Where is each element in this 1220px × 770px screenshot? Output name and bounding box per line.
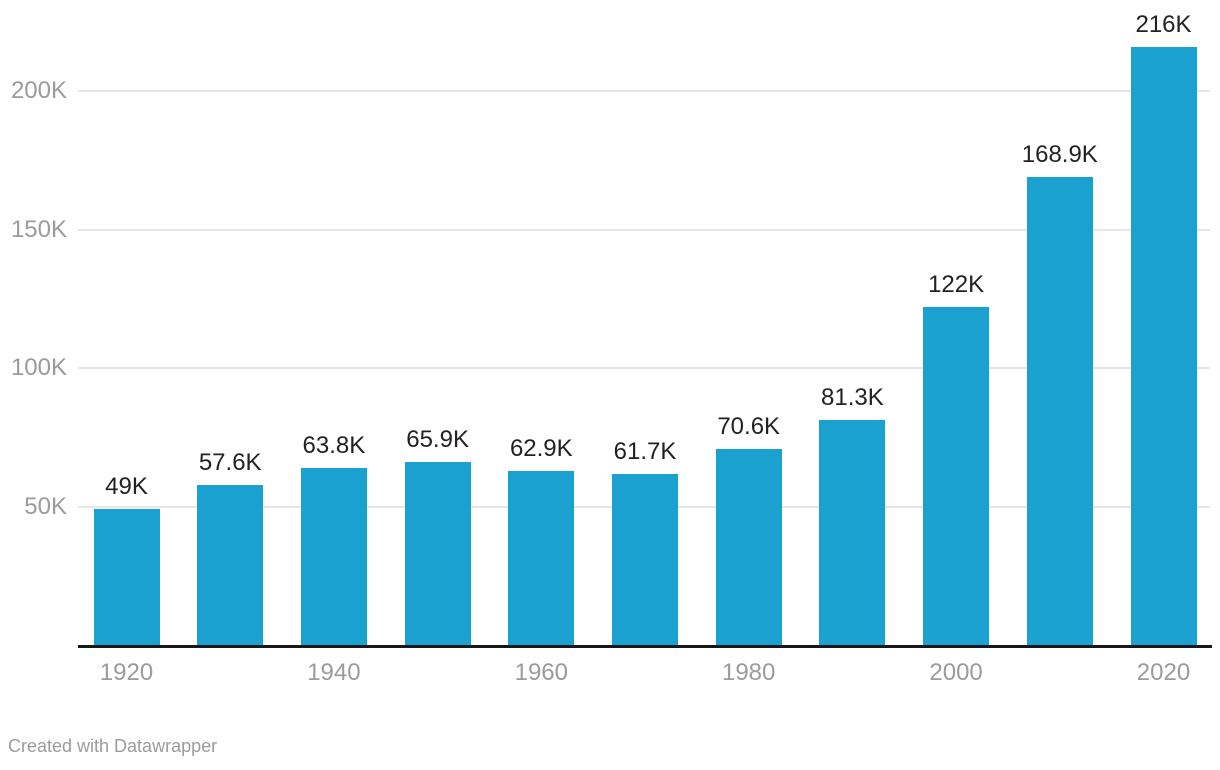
bar-1970[interactable]: [612, 474, 678, 645]
bar-2010[interactable]: [1026, 177, 1093, 645]
bar-1940[interactable]: [300, 468, 367, 645]
datawrapper-credit-link[interactable]: Created with Datawrapper: [8, 736, 218, 756]
value-label-1980: 70.6K: [717, 413, 781, 440]
bar-1950[interactable]: [404, 462, 471, 645]
value-label-1930: 57.6K: [198, 449, 262, 476]
bar-1960[interactable]: [508, 471, 575, 645]
x-axis-tick-1980: 1980: [721, 659, 776, 686]
value-label-1940: 63.8K: [302, 432, 366, 459]
x-axis-tick-2020: 2020: [1136, 659, 1191, 686]
y-axis-tick-100K: 100K: [10, 354, 67, 381]
value-label-1970: 61.7K: [613, 438, 677, 465]
bar-2000[interactable]: [923, 307, 990, 645]
bar-1930[interactable]: [197, 485, 264, 645]
x-axis-tick-1960: 1960: [514, 659, 568, 686]
value-label-1920: 49K: [105, 473, 148, 500]
x-axis-tick-1920: 1920: [99, 659, 154, 686]
x-axis-baseline: [78, 645, 1212, 648]
gridline-150K: [78, 228, 1210, 231]
value-label-1960: 62.9K: [509, 435, 573, 462]
bar-2020[interactable]: [1130, 47, 1197, 645]
gridline-100K: [78, 367, 1210, 369]
bar-1920[interactable]: [93, 509, 160, 645]
y-axis-tick-50K: 50K: [24, 492, 67, 520]
y-axis-tick-200K: 200K: [10, 77, 67, 104]
value-label-1950: 65.9K: [406, 426, 469, 453]
gridline-200K: [78, 90, 1210, 92]
bar-1980[interactable]: [715, 449, 782, 645]
x-axis-tick-1940: 1940: [307, 659, 361, 686]
y-axis-tick-150K: 150K: [10, 215, 67, 243]
bar-1990[interactable]: [819, 420, 886, 645]
value-label-2020: 216K: [1135, 11, 1192, 38]
value-label-2010: 168.9K: [1021, 141, 1098, 168]
value-label-1990: 81.3K: [821, 384, 884, 411]
x-axis-tick-2000: 2000: [929, 659, 983, 686]
value-label-2000: 122K: [928, 271, 985, 298]
